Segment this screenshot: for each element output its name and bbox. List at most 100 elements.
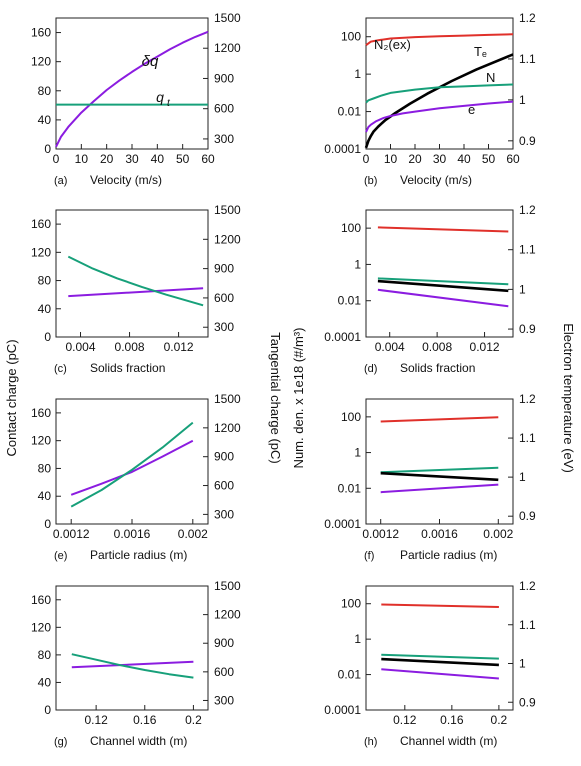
x-tick-label: 0.002 bbox=[483, 527, 513, 541]
x-tick-label: 30 bbox=[433, 152, 447, 166]
annotation-e: e bbox=[468, 102, 475, 117]
y-left-tick-label: 0 bbox=[44, 142, 51, 156]
caption-text: Velocity (m/s) bbox=[90, 173, 162, 187]
annotation-q-t: q bbox=[156, 89, 164, 105]
y-left-tick-label: 80 bbox=[38, 84, 52, 98]
caption-letter: (g) bbox=[54, 736, 67, 748]
y-right-tick-label: 1 bbox=[519, 93, 526, 107]
y-left-tick-label: 40 bbox=[38, 113, 52, 127]
y-right-tick-label: 0.9 bbox=[519, 509, 536, 523]
y-right-tick-label: 1 bbox=[519, 282, 526, 296]
x-tick-label: 10 bbox=[384, 152, 398, 166]
y-left-tick-label: 1 bbox=[354, 67, 361, 81]
y-left-tick-label: 1 bbox=[354, 446, 361, 460]
x-tick-label: 0.2 bbox=[185, 713, 202, 727]
y-right-tick-label: 1500 bbox=[214, 203, 241, 217]
annotation-delta-q: δq bbox=[142, 53, 159, 70]
x-tick-label: 0 bbox=[363, 152, 370, 166]
series-line-contact bbox=[71, 660, 194, 669]
series-line-e bbox=[365, 100, 514, 133]
panel-b: 0 10 20 30 40 50 60 0.0001 0.01 1 100 0.9 1 1.1 1.2 (b)… bbox=[324, 11, 536, 187]
y-right-tick-label: 1.1 bbox=[519, 431, 536, 445]
panel-a: 0 10 20 30 40 50 60040801201603006009001200150… bbox=[31, 11, 241, 187]
series-line-q bbox=[55, 30, 209, 148]
y-left-tick-label: 0.0001 bbox=[324, 142, 361, 156]
x-tick-label: 40 bbox=[151, 152, 165, 166]
y-right-tick-label: 900 bbox=[214, 450, 234, 464]
ylabel-left-b: Num. den. x 1e18 (#/m³) bbox=[291, 328, 306, 469]
y-right-tick-label: 1200 bbox=[214, 41, 241, 55]
y-left-tick-label: 100 bbox=[341, 221, 361, 235]
y-right-tick-label: 1.1 bbox=[519, 243, 536, 257]
series-line-tangential bbox=[71, 653, 194, 679]
annotation-te: Tₑ bbox=[474, 44, 487, 59]
y-right-tick-label: 1500 bbox=[214, 579, 241, 593]
y-left-tick-label: 0.0001 bbox=[324, 330, 361, 344]
y-right-tick-label: 600 bbox=[214, 665, 234, 679]
x-tick-label: 0.008 bbox=[115, 340, 145, 354]
y-left-tick-label: 40 bbox=[38, 675, 52, 689]
series-line-N2ex bbox=[365, 33, 514, 47]
caption-letter: (b) bbox=[364, 175, 377, 187]
caption-text: Velocity (m/s) bbox=[400, 173, 472, 187]
caption-text: Solids fraction bbox=[400, 361, 475, 375]
series-line-N bbox=[365, 83, 514, 104]
x-tick-label: 50 bbox=[482, 152, 496, 166]
y-left-tick-label: 80 bbox=[38, 648, 52, 662]
y-right-tick-label: 900 bbox=[214, 262, 234, 276]
x-tick-label: 0.0012 bbox=[53, 527, 90, 541]
plot-frame bbox=[365, 209, 514, 338]
y-right-tick-label: 0.9 bbox=[519, 695, 536, 709]
x-tick-label: 0.2 bbox=[491, 713, 508, 727]
y-right-tick-label: 1.2 bbox=[519, 203, 536, 217]
y-left-tick-label: 0.0001 bbox=[324, 517, 361, 531]
caption-text: Channel width (m) bbox=[400, 734, 497, 748]
x-tick-label: 60 bbox=[201, 152, 215, 166]
plot-frame bbox=[55, 398, 209, 525]
y-right-tick-label: 1 bbox=[519, 657, 526, 671]
y-right-tick-label: 0.9 bbox=[519, 134, 536, 148]
y-left-tick-label: 160 bbox=[31, 593, 51, 607]
panel-e: 0.0012 0.0016 0.002 0 40 80 120 160 300 600 900 120… bbox=[31, 392, 241, 562]
y-left-tick-label: 120 bbox=[31, 55, 51, 69]
y-left-tick-label: 0.01 bbox=[338, 294, 362, 308]
series-line-e bbox=[381, 668, 499, 680]
y-left-tick-label: 40 bbox=[38, 489, 52, 503]
y-left-tick-label: 0.01 bbox=[338, 105, 362, 119]
plot-frame bbox=[55, 17, 209, 150]
caption-text: Particle radius (m) bbox=[400, 548, 497, 562]
series-line-contact bbox=[70, 439, 194, 496]
caption-letter: (f) bbox=[364, 550, 374, 562]
caption-text: Particle radius (m) bbox=[90, 548, 187, 562]
y-left-tick-label: 80 bbox=[38, 274, 52, 288]
y-left-tick-label: 100 bbox=[341, 597, 361, 611]
y-left-tick-label: 160 bbox=[31, 406, 51, 420]
x-tick-label: 0.0016 bbox=[114, 527, 151, 541]
panel-g: 0.12 0.16 0.2 0 40 80 120 160 300 600 900 1200 1500 (… bbox=[31, 579, 241, 748]
panel-c: 0.004 0.008 0.012 0 40 80 120 160 300 600 900 1200 1… bbox=[31, 203, 241, 375]
x-tick-label: 0.008 bbox=[422, 340, 452, 354]
series-line-N bbox=[377, 277, 509, 286]
ylabel-right-b: Electron temperature (eV) bbox=[561, 323, 576, 473]
y-left-tick-label: 0.0001 bbox=[324, 703, 361, 717]
y-right-tick-label: 1.1 bbox=[519, 52, 536, 66]
series-line-Te bbox=[364, 53, 514, 149]
y-right-tick-label: 600 bbox=[214, 291, 234, 305]
series-line-Te bbox=[380, 471, 499, 482]
y-left-tick-label: 120 bbox=[31, 620, 51, 634]
y-left-tick-label: 0 bbox=[44, 703, 51, 717]
y-right-tick-label: 1.2 bbox=[519, 579, 536, 593]
y-right-tick-label: 1500 bbox=[214, 392, 241, 406]
y-right-tick-label: 1.1 bbox=[519, 618, 536, 632]
y-right-tick-label: 300 bbox=[214, 320, 234, 334]
x-tick-label: 0.12 bbox=[84, 713, 108, 727]
y-right-tick-label: 1200 bbox=[214, 232, 241, 246]
series-line-Te bbox=[377, 279, 509, 293]
ylabel-left: Contact charge (pC) bbox=[4, 339, 19, 456]
y-right-tick-label: 300 bbox=[214, 507, 234, 521]
y-right-tick-label: 1.2 bbox=[519, 11, 536, 25]
caption-letter: (c) bbox=[54, 363, 67, 375]
panel-h: 0.12 0.16 0.2 0.0001 0.01 1 100 0.9 1 1.1 1.2 (h) Ch… bbox=[324, 579, 536, 748]
y-left-tick-label: 120 bbox=[31, 245, 51, 259]
y-left-tick-label: 0 bbox=[44, 330, 51, 344]
